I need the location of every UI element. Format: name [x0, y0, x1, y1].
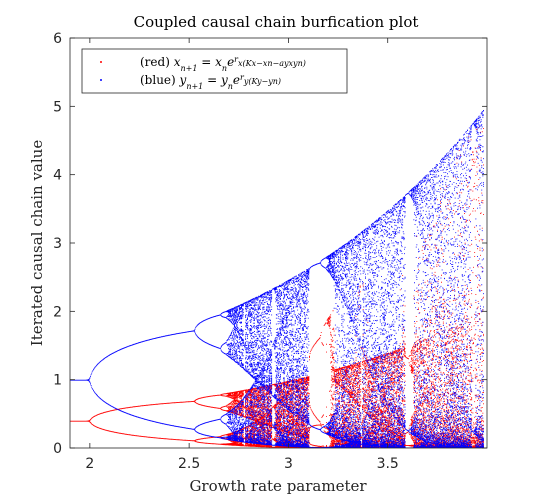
y-tick-label: 6 [53, 31, 62, 47]
x-tick-label: 2.5 [178, 456, 200, 472]
y-tick-label: 3 [53, 236, 62, 252]
x-tick-label: 2 [85, 456, 94, 472]
legend-marker-blue [100, 79, 102, 81]
y-tick-label: 5 [53, 99, 62, 115]
legend-blue-name: (blue) [140, 73, 176, 87]
x-tick-label: 3 [284, 456, 293, 472]
y-tick-label: 1 [53, 373, 62, 389]
x-axis-label: Growth rate parameter [189, 477, 367, 495]
y-axis-label: Iterated causal chain value [28, 140, 46, 347]
x-tick-label: 3.5 [377, 456, 399, 472]
y-tick-label: 2 [53, 304, 62, 320]
y-tick-label: 0 [53, 441, 62, 457]
y-tick-label: 4 [53, 168, 62, 184]
legend: (red) xn+1 = xnerx(Kx−xn−ayxyn) (blue) y… [82, 49, 347, 93]
legend-marker-red [100, 61, 102, 63]
chart-title: Coupled causal chain burfication plot [134, 13, 419, 31]
legend-red-name: (red) [140, 55, 170, 69]
